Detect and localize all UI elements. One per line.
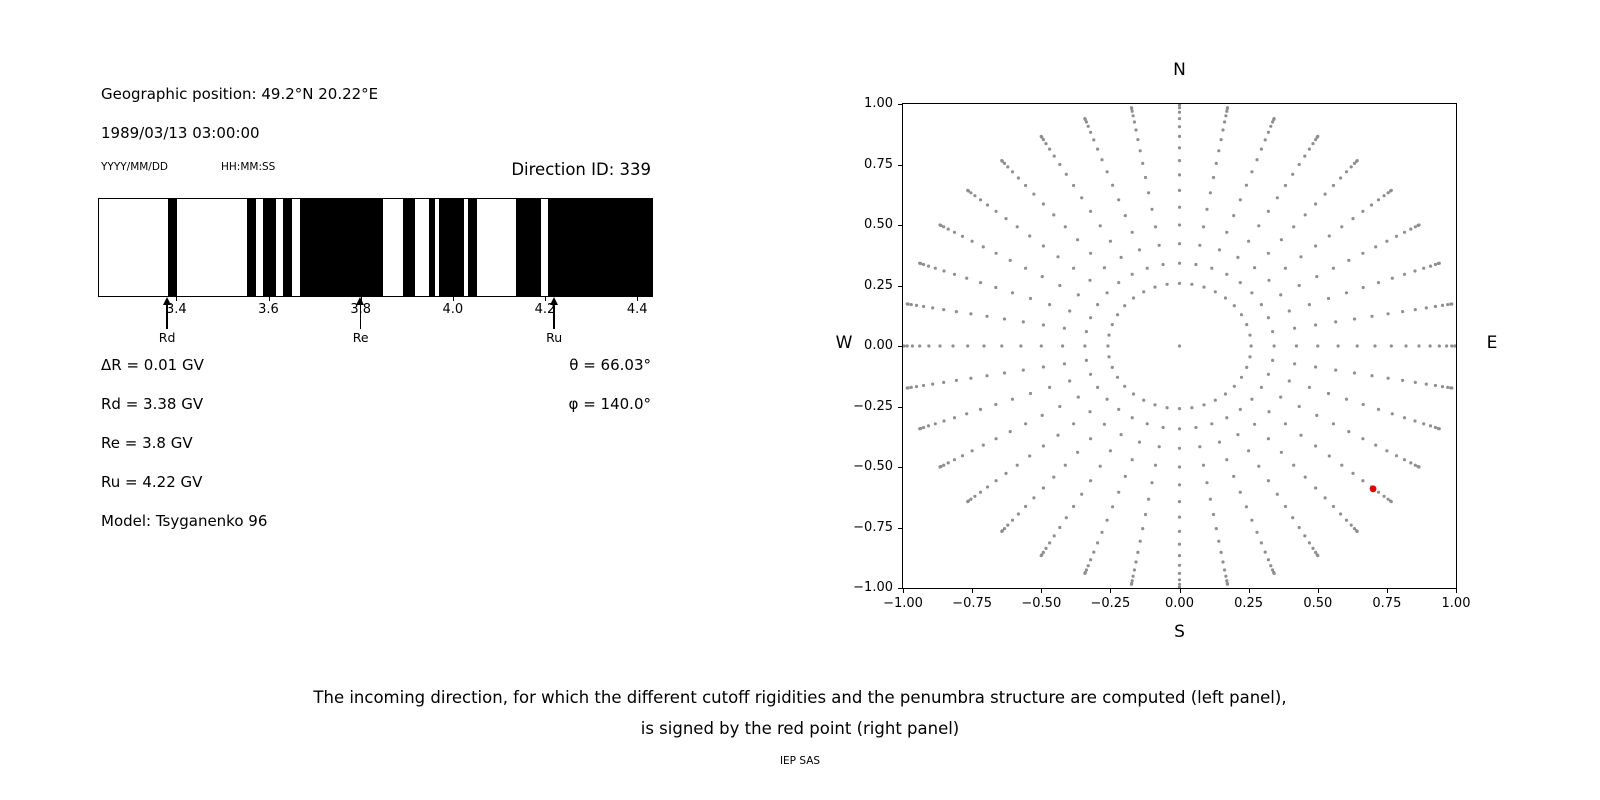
y-axis-tick: [898, 527, 902, 529]
compass-east-label: E: [1486, 333, 1498, 353]
y-axis-tick: [898, 164, 902, 166]
datetime-label: 1989/03/13 03:00:00: [101, 124, 260, 142]
x-axis-tick: [1386, 589, 1388, 593]
x-axis-tick-label: −0.75: [952, 596, 993, 611]
x-axis-tick: [903, 589, 904, 593]
y-axis-tick-label: 1.00: [864, 96, 893, 111]
compass-south-label: S: [1174, 622, 1185, 642]
penumbra-band: [246, 199, 256, 296]
caption-line-2: is signed by the red point (right panel): [640, 719, 960, 738]
compass-north-label: N: [1173, 60, 1186, 80]
y-axis-tick-label: −1.00: [853, 580, 893, 595]
geographic-position-label: Geographic position: 49.2°N 20.22°E: [101, 85, 379, 103]
caption-line-1: The incoming direction, for which the di…: [313, 688, 1287, 707]
x-axis-tick: [1110, 589, 1112, 593]
x-axis-tick: [972, 589, 974, 593]
arrow-line: [553, 303, 555, 329]
phi-value: φ = 140.0°: [568, 395, 651, 413]
x-axis-tick: [1179, 589, 1181, 593]
y-axis-tick-label: −0.25: [853, 398, 893, 414]
penumbra-band: [428, 199, 436, 296]
y-axis-tick: [898, 406, 902, 408]
direction-id-label: Direction ID: 339: [511, 160, 651, 179]
y-axis-tick-label: 0.75: [864, 156, 893, 172]
model-label: Model: Tsyganenko 96: [101, 512, 268, 530]
penumbra-band: [548, 199, 652, 296]
x-axis-tick: [1248, 589, 1250, 593]
rd-value: Rd = 3.38 GV: [101, 395, 204, 413]
delta-r-value: ΔR = 0.01 GV: [101, 356, 204, 374]
penumbra-band: [168, 199, 178, 296]
y-axis-tick-label: 0.00: [864, 338, 893, 353]
x-axis-tick: [1041, 589, 1043, 593]
y-axis-tick-label: 0.50: [864, 217, 893, 232]
y-axis-tick-label: −0.75: [853, 519, 893, 535]
up-arrow-icon: [162, 297, 171, 305]
marker-label: Rd: [158, 330, 176, 345]
y-axis-tick: [898, 588, 902, 589]
x-axis-tick: [1456, 589, 1457, 593]
penumbra-band: [516, 199, 542, 296]
re-value: Re = 3.8 GV: [101, 434, 193, 452]
x-axis-tick-label: −0.25: [1090, 596, 1131, 611]
arrow-line: [166, 303, 168, 329]
up-arrow-icon: [356, 297, 365, 305]
penumbra-band: [439, 199, 464, 296]
x-axis-tick-label: 0.00: [1165, 596, 1194, 611]
penumbra-band: [467, 199, 477, 296]
y-axis-tick: [898, 104, 902, 105]
x-axis-tick: [545, 297, 546, 301]
x-axis-tick-label: −0.50: [1021, 596, 1062, 611]
direction-dots: [903, 104, 1456, 588]
penumbra-band: [262, 199, 277, 296]
x-axis-tick: [176, 297, 178, 301]
direction-chart: N S W E −1.00 −0.75 −0.50 −0.25 0.00 0.25 0.50…: [836, 60, 1498, 642]
compass-west-label: W: [835, 333, 853, 353]
x-axis-tick-label: 0.25: [1234, 596, 1264, 611]
x-axis-tick-label: 4.0: [442, 302, 464, 317]
red-point: [1369, 485, 1377, 493]
x-axis-tick: [637, 297, 639, 301]
penumbra-band: [283, 199, 293, 296]
x-axis-tick: [1317, 589, 1319, 593]
ru-value: Ru = 4.22 GV: [101, 473, 203, 491]
penumbra-band: [299, 199, 383, 296]
x-axis-tick-label: 0.75: [1372, 596, 1402, 611]
x-axis-tick-label: 1.00: [1441, 596, 1471, 611]
x-axis-tick-label: 4.4: [626, 302, 648, 317]
penumbra-band: [403, 199, 415, 296]
y-axis-tick: [898, 225, 902, 226]
y-axis-tick-label: 0.25: [864, 277, 893, 293]
credit-label: IEP SAS: [779, 755, 821, 767]
direction-plot-area: [903, 104, 1456, 588]
y-axis-tick: [898, 285, 902, 287]
y-axis-tick: [898, 346, 902, 347]
y-axis-tick-label: −0.50: [853, 459, 893, 474]
x-axis-tick-label: −1.00: [883, 596, 923, 611]
up-arrow-icon: [549, 297, 558, 305]
marker-label: Re: [352, 330, 369, 345]
theta-value: θ = 66.03°: [569, 356, 651, 374]
penumbra-plot-area: [98, 198, 653, 297]
x-axis-tick: [268, 297, 270, 301]
date-format-label: YYYY/MM/DD: [101, 161, 169, 173]
arrow-line: [359, 303, 362, 329]
x-axis-tick-label: 3.6: [258, 302, 279, 317]
x-axis-tick-label: 0.50: [1303, 596, 1333, 611]
y-axis-tick: [898, 467, 902, 468]
x-axis-tick-label: 3.4: [165, 302, 187, 317]
x-axis-tick-label: 4.2: [534, 302, 556, 317]
marker-label: Ru: [546, 330, 563, 345]
time-format-label: HH:MM:SS: [221, 161, 276, 173]
x-axis-tick: [452, 297, 454, 301]
